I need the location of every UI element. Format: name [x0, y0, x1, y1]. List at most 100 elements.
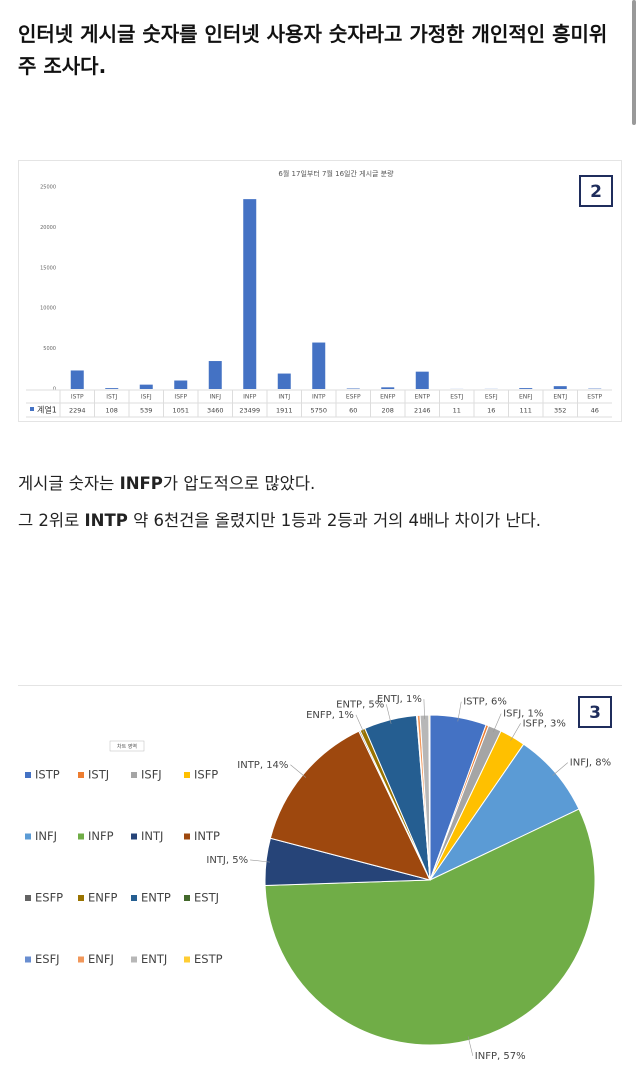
data-label: INFP, 57% [475, 1051, 526, 1062]
table-value: 208 [382, 407, 394, 415]
y-tick-label: 5000 [43, 346, 56, 352]
data-label: ISFP, 3% [523, 718, 566, 729]
bar [139, 384, 153, 389]
y-tick-label: 10000 [40, 306, 56, 312]
legend-key [184, 833, 190, 840]
table-value: 60 [349, 407, 357, 415]
bar [519, 388, 533, 389]
legend-label: ISFJ [141, 768, 162, 782]
paragraph: 게시글 숫자는 INFP가 압도적으로 많았다. [18, 470, 315, 494]
legend-key [131, 895, 137, 901]
x-tick-label: INFP [243, 394, 257, 401]
legend-key [131, 833, 137, 840]
tooltip: 차트 영역 [117, 743, 137, 750]
x-tick-label: ENFJ [519, 394, 533, 401]
legend-label: ENTJ [141, 952, 167, 966]
table-value: 3460 [207, 407, 224, 415]
table-value: 111 [520, 407, 532, 415]
table-value: 5750 [310, 407, 327, 415]
bar [70, 370, 84, 389]
leader [493, 713, 502, 733]
leader [290, 764, 307, 778]
pie-chart: 3 차트 영역 ISTP ISTJ ISFJ ISFP INFJ INFP INTJ INTP ES… [18, 685, 622, 1062]
legend-key [25, 956, 31, 963]
bar [174, 380, 188, 389]
table-value: 16 [487, 407, 495, 415]
table-value: 23499 [239, 407, 260, 415]
data-label: INFJ, 8% [570, 758, 611, 769]
legend-label: INTP [194, 829, 220, 843]
table-value: 108 [106, 407, 118, 415]
table-value: 2294 [69, 407, 86, 415]
legend-label: ISTP [35, 768, 60, 782]
x-tick-label: ENFP [380, 394, 396, 401]
text: INFP [119, 474, 163, 493]
x-tick-label: ISFP [174, 394, 187, 401]
scrollbar [632, 0, 636, 125]
legend-key [78, 772, 84, 778]
slice [428, 714, 431, 881]
x-tick-label: INTJ [278, 394, 290, 401]
legend-label: INFJ [35, 829, 57, 843]
leader [552, 762, 568, 776]
legend-label: ENFJ [88, 952, 114, 966]
paragraph: 그 2위로 INTP 약 6천건을 올렸지만 1등과 2등과 거의 4배나 차이… [18, 507, 541, 531]
x-tick-label: ESTJ [450, 394, 463, 401]
table-value: 1911 [276, 407, 293, 415]
legend-key [184, 956, 190, 963]
legend-label: INFP [88, 829, 114, 843]
legend-label: ISFP [194, 768, 218, 782]
legend-key [78, 956, 84, 963]
y-tick-label: 15000 [40, 265, 56, 271]
legend-key [78, 895, 84, 901]
table-value: 2146 [414, 407, 431, 415]
legend-label: ESTP [194, 952, 223, 966]
bar [105, 388, 119, 389]
legend-key [25, 772, 31, 778]
bar [312, 342, 326, 389]
badge-box [579, 175, 613, 207]
leader [510, 723, 521, 741]
legend-label: 계열1 [37, 405, 57, 415]
data-label: ISFJ, 1% [503, 709, 543, 720]
x-tick-label: ISTJ [106, 394, 117, 401]
legend-key [131, 956, 137, 963]
text: INTP [84, 511, 128, 530]
data-label: INTJ, 5% [206, 855, 248, 866]
legend-label: INTJ [141, 829, 163, 843]
tooltip-box [109, 740, 145, 752]
x-tick-label: ESFP [346, 394, 361, 401]
bar [277, 373, 291, 389]
data-label: ISTP, 6% [463, 697, 507, 708]
x-tick-label: ENTP [414, 394, 430, 401]
legend-key [25, 895, 31, 901]
legend-label: ESFP [35, 891, 63, 905]
text: 그 2위로 [18, 511, 85, 530]
legend-key [78, 833, 84, 840]
leader [457, 701, 462, 722]
chart-title: 6월 17일부터 7월 16일간 게시글 분량 [278, 169, 394, 178]
table-value: 352 [554, 407, 566, 415]
bar [208, 361, 222, 389]
table-value: 46 [591, 407, 599, 415]
leader [386, 704, 392, 724]
legend-label: ESTJ [194, 891, 219, 905]
bar [553, 386, 567, 389]
leader [467, 1036, 474, 1056]
bar [381, 387, 395, 389]
legend-key [25, 833, 31, 840]
x-tick-label: ESFJ [485, 394, 498, 401]
x-tick-label: ISTP [71, 394, 84, 401]
leader [423, 699, 425, 720]
legend-key [184, 895, 190, 901]
badge: 3 [589, 703, 601, 723]
badge: 2 [590, 182, 602, 202]
leader [355, 714, 365, 734]
text: 게시글 숫자는 [18, 474, 120, 493]
x-tick-label: INFJ [210, 394, 222, 401]
legend-key [30, 407, 34, 411]
data-label: INTP, 14% [237, 760, 288, 771]
table-value: 11 [453, 407, 461, 415]
text: 약 6천건을 올렸지만 1등과 2등과 거의 4배나 차이가 난다. [127, 511, 542, 530]
